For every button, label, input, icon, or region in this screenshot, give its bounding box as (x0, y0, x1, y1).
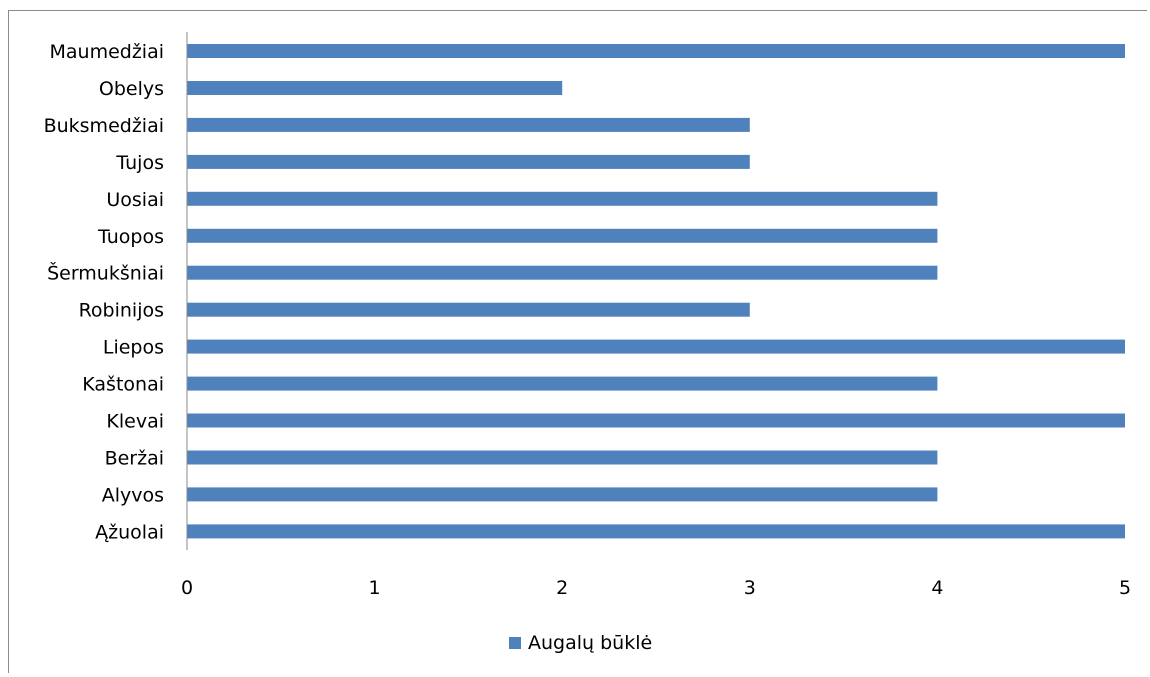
category-label-9: Kaštonai (82, 374, 164, 396)
bar-9 (187, 376, 938, 391)
legend-label: Augalų būklė (528, 632, 652, 654)
bar-4 (187, 191, 938, 206)
category-labels: Maumedžiai Obelys Buksmedžiai Tujos Uosiai Tu… (44, 41, 164, 543)
category-label-10: Klevai (106, 411, 164, 433)
category-label-1: Obelys (99, 78, 164, 100)
category-label-4: Uosiai (106, 189, 164, 211)
x-tick-label-3: 3 (744, 577, 756, 599)
category-label-5: Tuopos (97, 226, 164, 248)
bar-11 (187, 450, 938, 465)
bar-6 (187, 265, 938, 280)
bar-7 (187, 302, 750, 317)
bars (187, 44, 1125, 539)
bar-2 (187, 117, 750, 132)
category-label-8: Liepos (103, 337, 164, 359)
category-label-7: Robinijos (79, 300, 164, 322)
category-label-11: Beržai (105, 448, 164, 470)
category-label-6: Šermukšniai (47, 261, 164, 285)
x-tick-label-1: 1 (369, 577, 381, 599)
x-tick-label-4: 4 (931, 577, 943, 599)
category-label-0: Maumedžiai (49, 41, 164, 63)
x-tick-label-5: 5 (1119, 577, 1131, 599)
x-tick-label-0: 0 (181, 577, 193, 599)
bar-8 (187, 339, 1125, 354)
category-label-13: Ąžuolai (95, 521, 164, 543)
bar-12 (187, 487, 938, 502)
category-label-3: Tujos (115, 152, 164, 174)
legend: Augalų būklė (509, 632, 652, 654)
category-label-2: Buksmedžiai (44, 115, 164, 137)
x-tick-labels: 0 1 2 3 4 5 (181, 577, 1131, 599)
bar-13 (187, 524, 1125, 539)
bar-3 (187, 154, 750, 169)
category-label-12: Alyvos (102, 484, 164, 506)
bar-0 (187, 44, 1125, 58)
bar-5 (187, 228, 938, 243)
x-tick-label-2: 2 (556, 577, 568, 599)
bar-1 (187, 81, 563, 95)
legend-swatch (509, 637, 521, 649)
bar-10 (187, 413, 1125, 428)
